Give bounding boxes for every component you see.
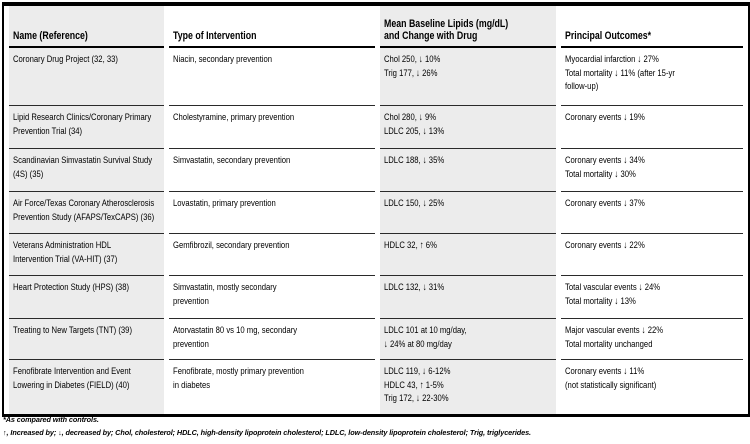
intervention-cell: Niacin, secondary prevention — [173, 54, 272, 65]
outcomes-cell: Coronary events ↓ 34% Total mortality ↓ … — [561, 148, 743, 191]
study-name-cell: Air Force/Texas Coronary Atherosclerosis… — [9, 191, 164, 233]
footnote-controls: *As compared with controls. — [3, 415, 99, 424]
lipids-cell: LDLC 188, ↓ 35% — [380, 148, 556, 191]
outcomes-cell: Total vascular events ↓ 24% Total mortal… — [561, 275, 743, 318]
intervention-cell: Gemfibrozil, secondary prevention — [169, 233, 375, 275]
table-header-row: Name (Reference) Type of Intervention Me… — [9, 6, 743, 48]
outcomes-cell: Coronary events ↓ 19% — [561, 105, 743, 148]
outcomes-cell: Coronary events ↓ 37% — [561, 191, 743, 233]
table-footnotes: *As compared with controls. ↑, Increased… — [3, 413, 747, 439]
table-row: Veterans Administration HDL Intervention… — [9, 233, 743, 275]
col-header-outcomes: Principal Outcomes* — [561, 6, 743, 48]
study-name-cell: Treating to New Targets (TNT) (39) — [9, 318, 164, 359]
outcomes-cell: Myocardial infarction ↓ 27% Total mortal… — [565, 54, 675, 92]
outcomes-cell: Coronary events ↓ 22% — [561, 233, 743, 275]
footnote-abbreviations: ↑, Increased by; ↓, decreased by; Chol, … — [3, 428, 531, 437]
lipid-trials-table: Name (Reference) Type of Intervention Me… — [2, 2, 750, 417]
intervention-cell: Simvastatin, secondary prevention — [169, 148, 375, 191]
intervention-cell: Atorvastatin 80 vs 10 mg, secondary prev… — [169, 318, 375, 359]
study-name-cell: Lipid Research Clinics/Coronary Primary … — [9, 105, 164, 148]
table-row: Scandinavian Simvastatin Survival Study … — [9, 148, 743, 191]
study-name-cell: Fenofibrate Intervention and Event Lower… — [9, 359, 164, 414]
lipids-cell: LDLC 119, ↓ 6-12% HDLC 43, ↑ 1-5% Trig 1… — [380, 359, 556, 414]
intervention-cell: Lovastatin, primary prevention — [169, 191, 375, 233]
study-name-cell: Scandinavian Simvastatin Survival Study … — [9, 148, 164, 191]
table-row: Lipid Research Clinics/Coronary Primary … — [9, 105, 743, 148]
lipids-cell: HDLC 32, ↑ 6% — [380, 233, 556, 275]
intervention-cell: Cholestyramine, primary prevention — [169, 105, 375, 148]
table-row: Heart Protection Study (HPS) (38) Simvas… — [9, 275, 743, 318]
table-row: Fenofibrate Intervention and Event Lower… — [9, 359, 743, 414]
col-header-name: Name (Reference) — [9, 6, 164, 48]
col-header-intervention: Type of Intervention — [169, 6, 375, 48]
study-name-cell: Veterans Administration HDL Intervention… — [9, 233, 164, 275]
intervention-cell: Fenofibrate, mostly primary prevention i… — [169, 359, 375, 414]
col-header-lipids: Mean Baseline Lipids (mg/dL) and Change … — [380, 6, 556, 48]
table-row: Treating to New Targets (TNT) (39) Atorv… — [9, 318, 743, 359]
lipids-cell: LDLC 101 at 10 mg/day, ↓ 24% at 80 mg/da… — [380, 318, 556, 359]
outcomes-cell: Major vascular events ↓ 22% Total mortal… — [561, 318, 743, 359]
intervention-cell: Simvastatin, mostly secondary prevention — [169, 275, 375, 318]
study-name-cell: Coronary Drug Project (32, 33) — [9, 48, 164, 105]
table-row: Coronary Drug Project (32, 33) Niacin, s… — [9, 48, 743, 105]
lipids-cell: LDLC 150, ↓ 25% — [380, 191, 556, 233]
outcomes-cell: Coronary events ↓ 11% (not statistically… — [561, 359, 743, 414]
lipids-cell: Chol 250, ↓ 10% Trig 177, ↓ 26% — [380, 48, 556, 105]
table-row: Air Force/Texas Coronary Atherosclerosis… — [9, 191, 743, 233]
lipids-cell: Chol 280, ↓ 9% LDLC 205, ↓ 13% — [380, 105, 556, 148]
study-name-cell: Heart Protection Study (HPS) (38) — [9, 275, 164, 318]
lipids-cell: LDLC 132, ↓ 31% — [380, 275, 556, 318]
